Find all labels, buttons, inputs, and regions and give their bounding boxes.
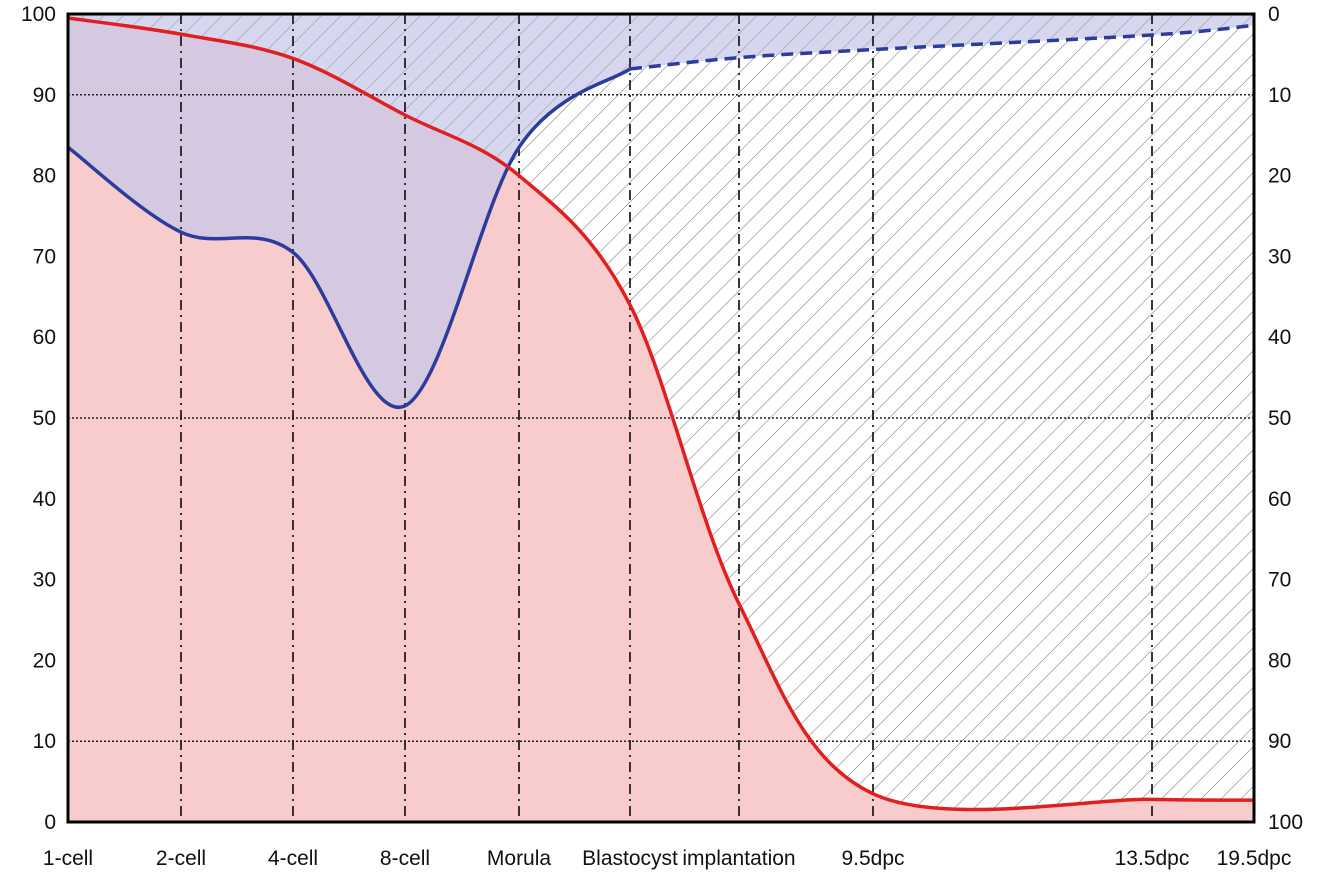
y-tick-label: 30 (33, 569, 56, 592)
x-tick-label: implantation (682, 847, 795, 870)
y-tick-label: 60 (33, 326, 56, 349)
y2-tick-label: 100 (1268, 811, 1303, 834)
y-tick-label: 10 (33, 730, 56, 753)
y-tick-label: 50 (33, 407, 56, 430)
y2-tick-label: 40 (1268, 326, 1291, 349)
plot-border (66, 12, 1256, 824)
x-tick-label: 13.5dpc (1115, 847, 1190, 870)
y-tick-label: 80 (33, 165, 56, 188)
x-tick-label: 1-cell (43, 847, 93, 870)
series-blue-dashed-line (629, 23, 1254, 71)
y-tick-label: 70 (33, 245, 56, 268)
y2-tick-label: 20 (1268, 165, 1291, 188)
x-tick-label: 2-cell (156, 847, 206, 870)
x-tick-label: 4-cell (268, 847, 318, 870)
y-tick-label: 20 (33, 649, 56, 672)
y2-tick-label: 10 (1268, 84, 1291, 107)
hatched-overlay (68, 14, 1254, 810)
x-tick-label: 19.5dpc (1217, 847, 1292, 870)
y2-tick-label: 30 (1268, 245, 1291, 268)
y2-tick-label: 80 (1268, 649, 1291, 672)
y2-tick-label: 50 (1268, 407, 1291, 430)
x-tick-label: 8-cell (380, 847, 430, 870)
y2-tick-label: 60 (1268, 488, 1291, 511)
y-tick-label: 100 (21, 3, 56, 26)
x-tick-label: 9.5dpc (841, 847, 904, 870)
x-tick-label: Morula (487, 847, 552, 870)
y-tick-label: 40 (33, 488, 56, 511)
blue-area (68, 14, 1254, 408)
y-tick-label: 90 (33, 84, 56, 107)
y2-tick-label: 90 (1268, 730, 1291, 753)
series-blue-line (68, 67, 632, 410)
y2-tick-label: 0 (1268, 3, 1280, 26)
series-red-line (68, 16, 1254, 812)
y-tick-label: 0 (44, 811, 56, 834)
x-tick-label: Blastocyst (582, 847, 678, 870)
y2-tick-label: 70 (1268, 569, 1291, 592)
